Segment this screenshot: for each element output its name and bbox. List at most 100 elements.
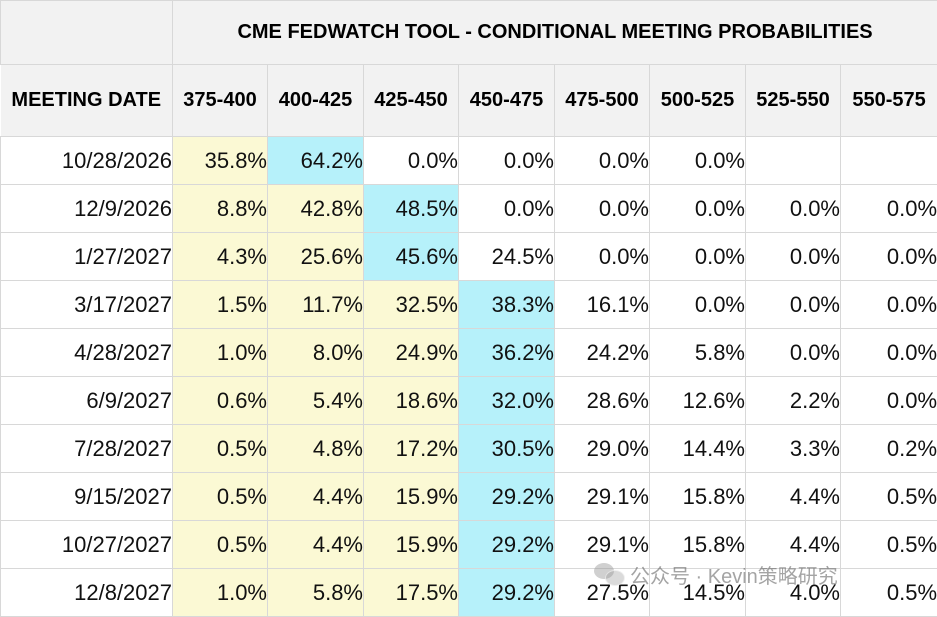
probability-cell: 12.6% (650, 377, 746, 425)
column-header-meeting-date: MEETING DATE (1, 65, 173, 137)
probability-cell: 4.4% (746, 521, 841, 569)
probability-cell: 4.4% (268, 521, 364, 569)
probability-cell: 29.1% (555, 521, 650, 569)
column-header-range: 400-425 (268, 65, 364, 137)
probability-cell: 0.5% (841, 521, 937, 569)
probability-cell: 30.5% (459, 425, 555, 473)
probability-cell: 3.3% (746, 425, 841, 473)
probability-cell: 17.2% (364, 425, 459, 473)
probability-cell: 5.8% (650, 329, 746, 377)
probability-cell: 14.4% (650, 425, 746, 473)
probability-cell: 0.0% (841, 329, 937, 377)
probability-cell: 32.5% (364, 281, 459, 329)
probability-cell: 0.0% (746, 185, 841, 233)
probability-cell: 8.0% (268, 329, 364, 377)
probability-cell: 4.4% (268, 473, 364, 521)
probability-cell: 4.8% (268, 425, 364, 473)
probability-cell: 1.0% (173, 569, 268, 617)
column-header-range: 450-475 (459, 65, 555, 137)
meeting-date-cell: 1/27/2027 (1, 233, 173, 281)
probability-cell: 5.4% (268, 377, 364, 425)
probability-cell: 8.8% (173, 185, 268, 233)
probability-cell: 38.3% (459, 281, 555, 329)
probability-cell: 29.2% (459, 521, 555, 569)
column-header-range: 475-500 (555, 65, 650, 137)
probability-cell: 11.7% (268, 281, 364, 329)
meeting-date-cell: 10/28/2026 (1, 137, 173, 185)
probability-cell: 0.5% (841, 569, 937, 617)
probability-cell: 42.8% (268, 185, 364, 233)
meeting-date-cell: 9/15/2027 (1, 473, 173, 521)
probability-cell: 0.0% (459, 185, 555, 233)
probability-cell: 0.0% (841, 185, 937, 233)
probability-cell: 29.0% (555, 425, 650, 473)
probability-cell: 0.0% (841, 233, 937, 281)
probability-cell: 29.1% (555, 473, 650, 521)
probability-cell: 0.0% (841, 377, 937, 425)
probability-cell: 45.6% (364, 233, 459, 281)
probability-cell: 29.2% (459, 473, 555, 521)
probability-cell: 15.8% (650, 521, 746, 569)
title-row: CME FEDWATCH TOOL - CONDITIONAL MEETING … (1, 1, 937, 65)
probability-cell: 4.4% (746, 473, 841, 521)
meeting-date-cell: 7/28/2027 (1, 425, 173, 473)
probability-cell: 15.9% (364, 521, 459, 569)
column-header-range: 500-525 (650, 65, 746, 137)
probability-cell: 2.2% (746, 377, 841, 425)
probability-cell: 35.8% (173, 137, 268, 185)
probability-cell: 48.5% (364, 185, 459, 233)
probability-cell: 1.5% (173, 281, 268, 329)
probability-cell: 24.5% (459, 233, 555, 281)
probability-cell: 4.3% (173, 233, 268, 281)
probability-cell: 36.2% (459, 329, 555, 377)
probability-cell: 14.5% (650, 569, 746, 617)
table-title: CME FEDWATCH TOOL - CONDITIONAL MEETING … (173, 1, 937, 65)
probability-cell: 18.6% (364, 377, 459, 425)
column-header-range: 525-550 (746, 65, 841, 137)
probability-cell: 16.1% (555, 281, 650, 329)
probability-cell: 32.0% (459, 377, 555, 425)
probability-cell: 0.0% (841, 281, 937, 329)
probability-cell: 0.5% (173, 425, 268, 473)
meeting-date-cell: 6/9/2027 (1, 377, 173, 425)
probability-cell: 0.0% (650, 137, 746, 185)
probability-cell: 0.5% (841, 473, 937, 521)
probability-cell: 29.2% (459, 569, 555, 617)
probability-cell: 4.0% (746, 569, 841, 617)
probability-cell: 28.6% (555, 377, 650, 425)
meeting-date-cell: 10/27/2027 (1, 521, 173, 569)
meeting-date-cell: 3/17/2027 (1, 281, 173, 329)
probability-cell: 0.0% (650, 281, 746, 329)
title-corner (1, 1, 173, 65)
meeting-date-cell: 4/28/2027 (1, 329, 173, 377)
probability-cell: 0.0% (364, 137, 459, 185)
probability-cell: 15.8% (650, 473, 746, 521)
probability-cell: 15.9% (364, 473, 459, 521)
column-header-range: 375-400 (173, 65, 268, 137)
meeting-date-cell: 12/8/2027 (1, 569, 173, 617)
probability-cell: 24.2% (555, 329, 650, 377)
meeting-date-cell: 12/9/2026 (1, 185, 173, 233)
probability-cell: 0.2% (841, 425, 937, 473)
probability-cell: 0.5% (173, 521, 268, 569)
probability-cell (841, 137, 937, 185)
probability-cell: 24.9% (364, 329, 459, 377)
probability-cell: 0.0% (459, 137, 555, 185)
probability-cell (746, 137, 841, 185)
header-row: MEETING DATE 375-400 400-425 425-450 450… (1, 65, 937, 137)
column-header-range: 425-450 (364, 65, 459, 137)
probability-cell: 0.0% (650, 185, 746, 233)
probability-cell: 64.2% (268, 137, 364, 185)
probability-cell: 27.5% (555, 569, 650, 617)
probability-cell: 0.6% (173, 377, 268, 425)
probability-cell: 0.0% (746, 281, 841, 329)
